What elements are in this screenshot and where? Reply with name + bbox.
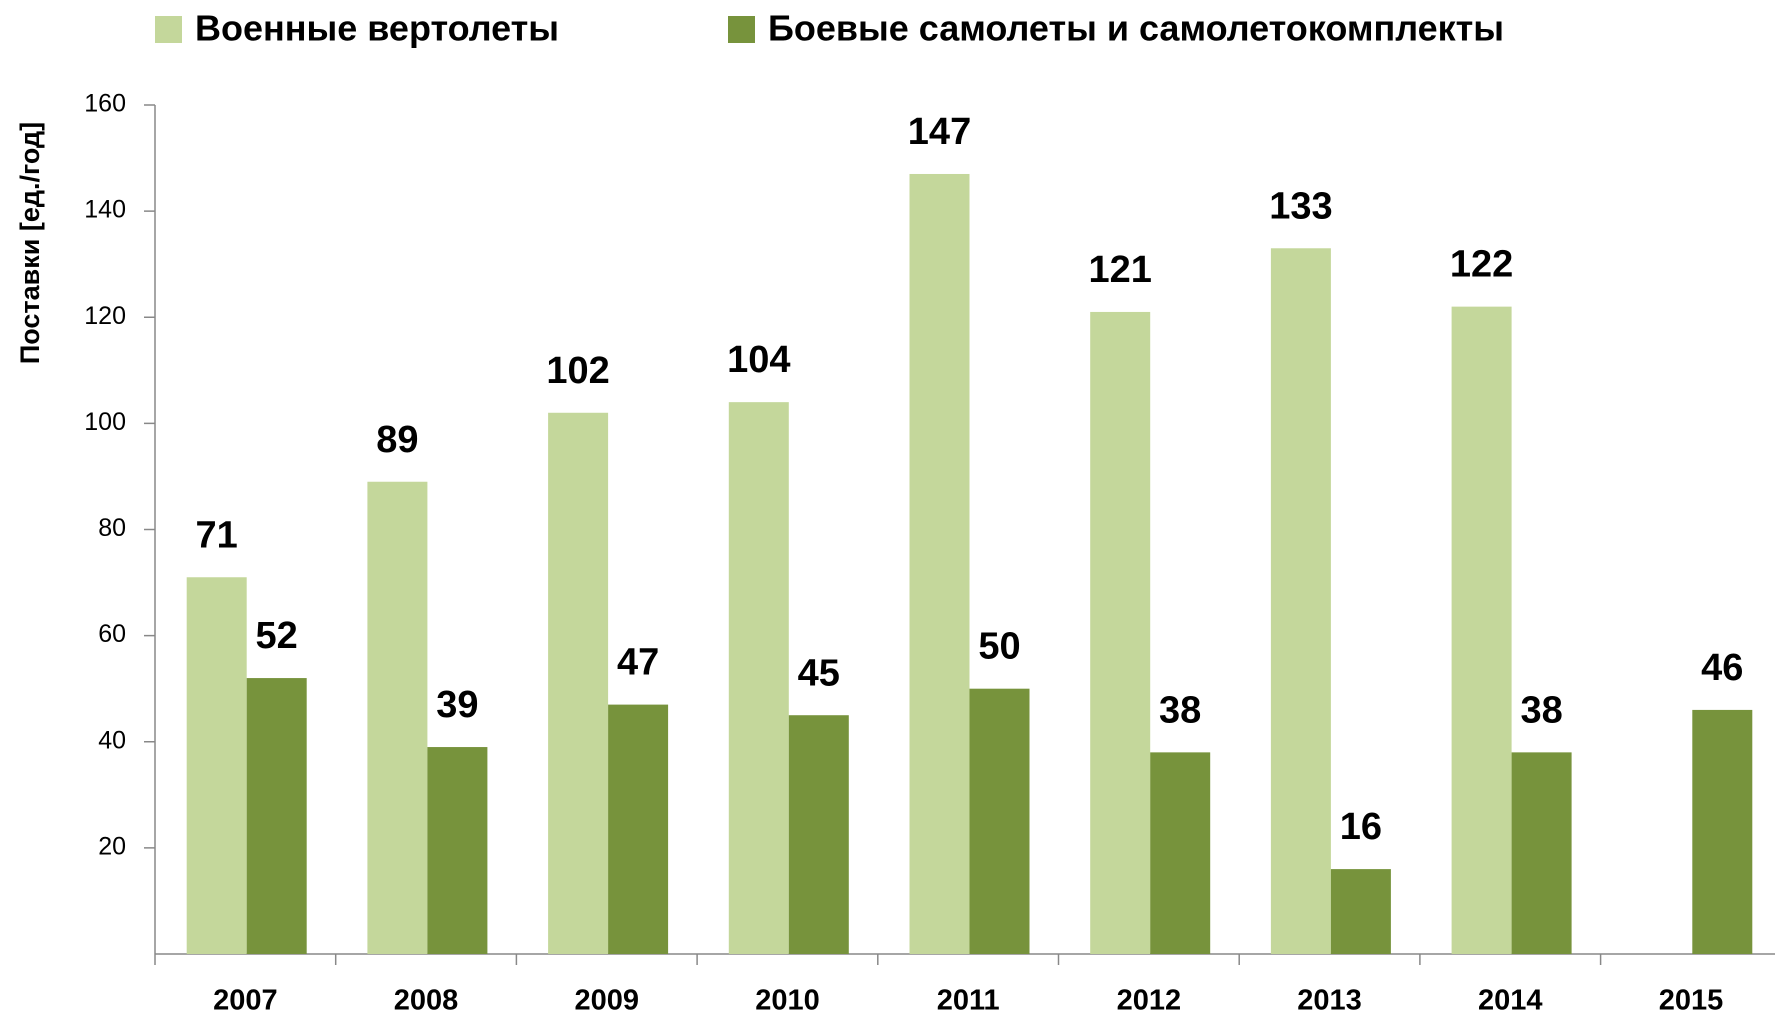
y-tick-label: 20 <box>98 832 126 860</box>
data-label: 71 <box>196 514 238 556</box>
bar <box>1511 752 1572 954</box>
data-label: 102 <box>546 350 609 392</box>
bar <box>1330 869 1391 954</box>
legend-label: Боевые самолеты и самолетокомплекты <box>768 8 1504 49</box>
data-label: 122 <box>1450 244 1513 286</box>
y-tick-label: 60 <box>98 620 126 648</box>
legend-swatch <box>728 16 755 43</box>
x-tick-label: 2007 <box>213 985 278 1017</box>
data-label: 45 <box>798 652 840 694</box>
x-tick-label: 2012 <box>1117 985 1182 1017</box>
data-label: 52 <box>256 615 298 657</box>
data-label: 133 <box>1269 185 1332 227</box>
bar <box>969 688 1030 954</box>
y-tick-label: 100 <box>84 408 126 436</box>
bar <box>1451 306 1512 954</box>
y-tick-label: 140 <box>84 196 126 224</box>
x-tick-label: 2010 <box>755 985 820 1017</box>
bar <box>367 481 428 954</box>
bar <box>1090 311 1151 955</box>
data-label: 104 <box>727 339 790 381</box>
data-label: 47 <box>617 642 659 684</box>
bar <box>728 402 789 954</box>
data-label: 16 <box>1340 806 1382 848</box>
y-tick-label: 120 <box>84 302 126 330</box>
y-axis-label: Поставки [ед./год] <box>15 122 45 364</box>
bar <box>608 704 669 954</box>
bar <box>909 173 970 954</box>
x-tick-label: 2008 <box>394 985 459 1017</box>
y-tick-label: 40 <box>98 726 126 754</box>
y-tick-label: 80 <box>98 514 126 542</box>
bar <box>1692 709 1753 954</box>
data-label: 50 <box>978 626 1020 668</box>
data-label: 121 <box>1088 249 1151 291</box>
data-label: 38 <box>1159 689 1201 731</box>
legend-swatch <box>155 16 182 43</box>
bar <box>1150 752 1211 954</box>
data-label: 39 <box>436 684 478 726</box>
bar <box>1270 248 1331 955</box>
bar <box>788 715 849 954</box>
x-tick-label: 2014 <box>1478 985 1543 1017</box>
bar <box>548 412 609 954</box>
bar <box>246 678 307 954</box>
y-tick-label: 160 <box>84 90 126 118</box>
data-label: 89 <box>376 419 418 461</box>
x-tick-label: 2011 <box>937 985 1000 1017</box>
legend-label: Военные вертолеты <box>195 8 559 49</box>
x-tick-label: 2013 <box>1297 985 1362 1017</box>
bar <box>427 747 488 954</box>
data-label: 38 <box>1520 689 1562 731</box>
x-tick-label: 2009 <box>574 985 639 1017</box>
data-label: 46 <box>1701 647 1743 689</box>
bar <box>186 577 247 954</box>
data-label: 147 <box>908 111 971 153</box>
x-tick-label: 2015 <box>1659 985 1724 1017</box>
